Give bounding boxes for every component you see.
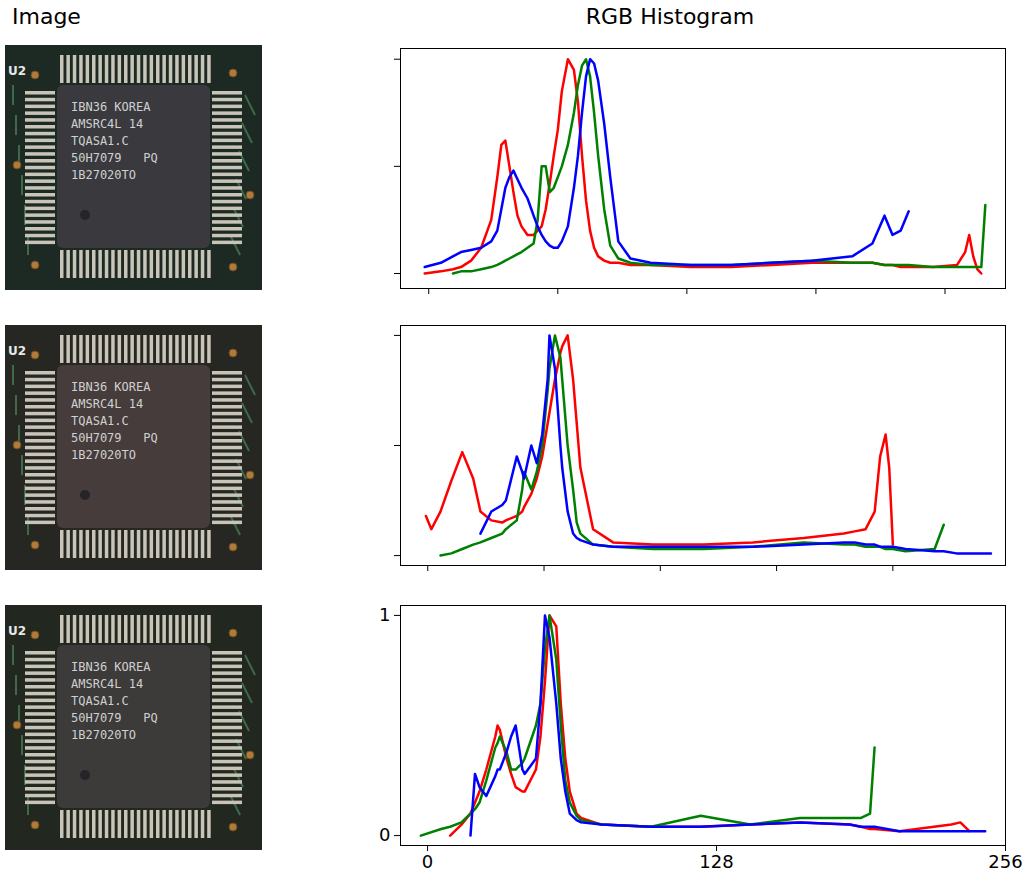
svg-text:U2: U2 <box>8 64 26 78</box>
svg-text:0: 0 <box>422 851 433 872</box>
html-text:RGB Histogram: RGB Histogram <box>585 4 755 29</box>
svg-text:256: 256 <box>988 851 1022 872</box>
html-text:Image: Image <box>12 4 81 29</box>
svg-text:1: 1 <box>379 604 390 625</box>
svg-text:1B27020TO: 1B27020TO <box>71 728 136 742</box>
svg-text:TQASA1.C: TQASA1.C <box>71 694 129 708</box>
svg-text:50H7079 PQ: 50H7079 PQ <box>71 431 158 445</box>
svg-text:1B27020TO: 1B27020TO <box>71 168 136 182</box>
svg-text:TQASA1.C: TQASA1.C <box>71 414 129 428</box>
svg-text:50H7079 PQ: 50H7079 PQ <box>71 711 158 725</box>
svg-text:50H7079 PQ: 50H7079 PQ <box>71 151 158 165</box>
svg-text:AMSRC4L 14: AMSRC4L 14 <box>71 677 143 691</box>
svg-text:TQASA1.C: TQASA1.C <box>71 134 129 148</box>
svg-text:IBN36 KOREA: IBN36 KOREA <box>71 660 151 674</box>
svg-text:AMSRC4L 14: AMSRC4L 14 <box>71 117 143 131</box>
svg-text:128: 128 <box>699 851 733 872</box>
svg-text:IBN36 KOREA: IBN36 KOREA <box>71 100 151 114</box>
svg-text:1B27020TO: 1B27020TO <box>71 448 136 462</box>
svg-text:U2: U2 <box>8 344 26 358</box>
svg-text:AMSRC4L 14: AMSRC4L 14 <box>71 397 143 411</box>
svg-text:U2: U2 <box>8 624 26 638</box>
svg-text:IBN36 KOREA: IBN36 KOREA <box>71 380 151 394</box>
svg-text:0: 0 <box>379 824 390 845</box>
